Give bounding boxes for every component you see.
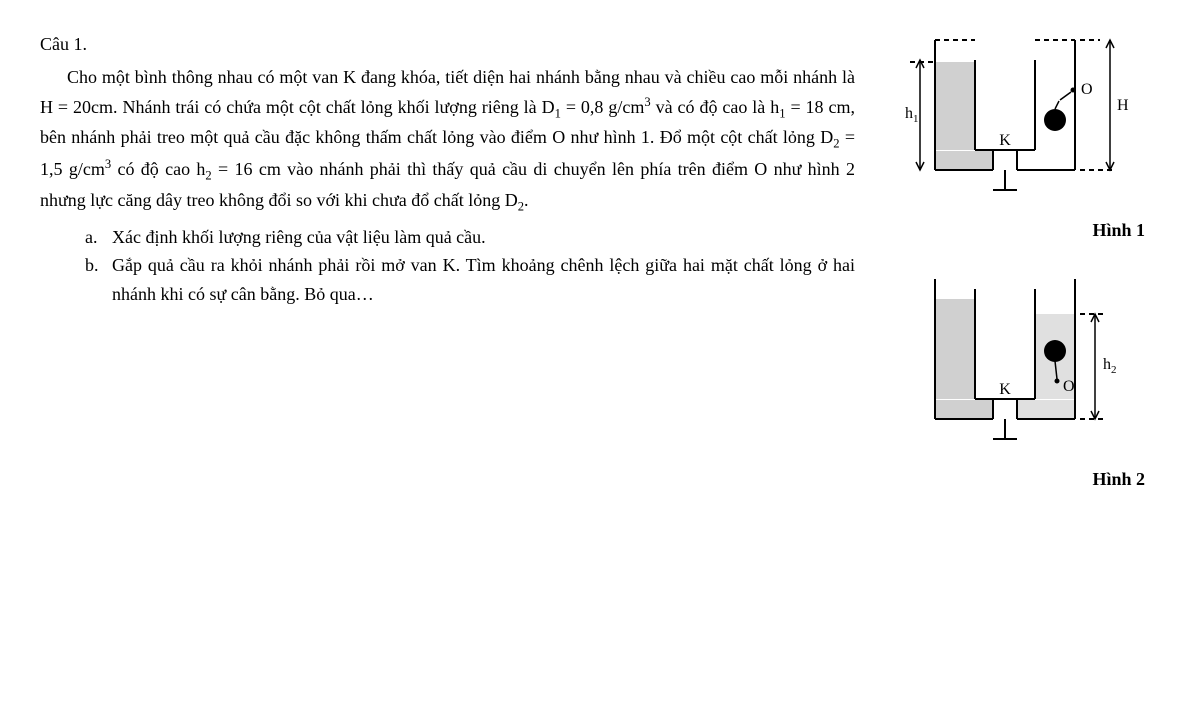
part-b: b. Gắp quả cầu ra khỏi nhánh phải rồi mở… bbox=[85, 251, 855, 309]
label-K: K bbox=[999, 132, 1011, 149]
label-h1: h1 bbox=[905, 105, 919, 125]
label-O: O bbox=[1063, 378, 1075, 395]
part-letter: b. bbox=[85, 251, 112, 309]
part-a: a. Xác định khối lượng riêng của vật liệ… bbox=[85, 223, 855, 252]
label-O: O bbox=[1081, 81, 1093, 98]
part-text: Gắp quả cầu ra khỏi nhánh phải rồi mở va… bbox=[112, 251, 855, 309]
figure-1-svg: K h1 H bbox=[885, 30, 1145, 210]
question-label: Câu 1. bbox=[40, 30, 855, 59]
ball-icon bbox=[1044, 109, 1066, 131]
label-h2: h2 bbox=[1103, 356, 1117, 376]
figure-1: K h1 H bbox=[885, 30, 1145, 210]
label-K: K bbox=[999, 381, 1011, 398]
liquid-left bbox=[936, 62, 974, 150]
figure-2: K O h2 bbox=[885, 269, 1145, 459]
figure-2-svg: K O h2 bbox=[885, 269, 1145, 459]
figure-1-caption: Hình 1 bbox=[885, 216, 1145, 245]
question-parts: a. Xác định khối lượng riêng của vật liệ… bbox=[40, 223, 855, 309]
question-body: Cho một bình thông nhau có một van K đan… bbox=[40, 63, 855, 217]
figure-2-caption: Hình 2 bbox=[885, 465, 1145, 494]
part-text: Xác định khối lượng riêng của vật liệu l… bbox=[112, 223, 855, 252]
figure-column: K h1 H bbox=[875, 30, 1155, 518]
part-letter: a. bbox=[85, 223, 112, 252]
ball-icon bbox=[1044, 340, 1066, 362]
text-column: Câu 1. Cho một bình thông nhau có một va… bbox=[40, 30, 875, 518]
label-H: H bbox=[1117, 97, 1129, 114]
